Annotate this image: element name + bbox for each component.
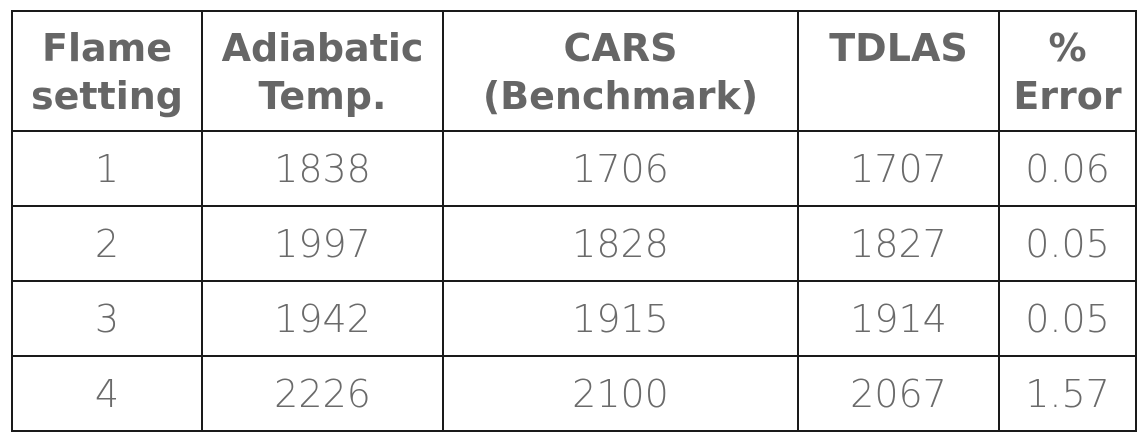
cell-adiabatic-temp: 1997 <box>201 205 444 282</box>
cell-cars: 1828 <box>442 205 799 282</box>
header-percent-error: % Error <box>998 10 1137 132</box>
header-text: Error <box>1013 74 1122 118</box>
cell-flame-setting: 1 <box>11 130 203 207</box>
header-text: Flame <box>42 26 172 70</box>
header-text: Adiabatic <box>221 26 424 70</box>
cell-cars: 1915 <box>442 280 799 357</box>
cell-flame-setting: 3 <box>11 280 203 357</box>
header-text: Temp. <box>258 74 387 118</box>
header-text: % <box>1048 26 1087 70</box>
cell-adiabatic-temp: 1838 <box>201 130 444 207</box>
cell-cars: 2100 <box>442 355 799 432</box>
header-text: setting <box>31 74 183 118</box>
cell-cars: 1706 <box>442 130 799 207</box>
header-flame-setting: Flame setting <box>11 10 203 132</box>
header-text: TDLAS <box>829 26 968 70</box>
table-row: 2 1997 1828 1827 0.05 <box>11 205 1137 282</box>
header-row: Flame setting Adiabatic Temp. CARS (Benc… <box>11 10 1137 132</box>
cell-percent-error: 0.05 <box>998 205 1137 282</box>
table-row: 4 2226 2100 2067 1.57 <box>11 355 1137 432</box>
header-adiabatic-temp: Adiabatic Temp. <box>201 10 444 132</box>
table-row: 3 1942 1915 1914 0.05 <box>11 280 1137 357</box>
header-tdlas: TDLAS <box>797 10 1000 132</box>
cell-percent-error: 0.05 <box>998 280 1137 357</box>
cell-percent-error: 0.06 <box>998 130 1137 207</box>
cell-tdlas: 1914 <box>797 280 1000 357</box>
cell-adiabatic-temp: 1942 <box>201 280 444 357</box>
cell-percent-error: 1.57 <box>998 355 1137 432</box>
cell-flame-setting: 4 <box>11 355 203 432</box>
header-cars-benchmark: CARS (Benchmark) <box>442 10 799 132</box>
cell-tdlas: 2067 <box>797 355 1000 432</box>
cell-flame-setting: 2 <box>11 205 203 282</box>
results-table: Flame setting Adiabatic Temp. CARS (Benc… <box>11 10 1137 432</box>
header-text: CARS <box>563 26 678 70</box>
cell-adiabatic-temp: 2226 <box>201 355 444 432</box>
table-row: 1 1838 1706 1707 0.06 <box>11 130 1137 207</box>
header-text: (Benchmark) <box>482 74 759 118</box>
cell-tdlas: 1827 <box>797 205 1000 282</box>
cell-tdlas: 1707 <box>797 130 1000 207</box>
